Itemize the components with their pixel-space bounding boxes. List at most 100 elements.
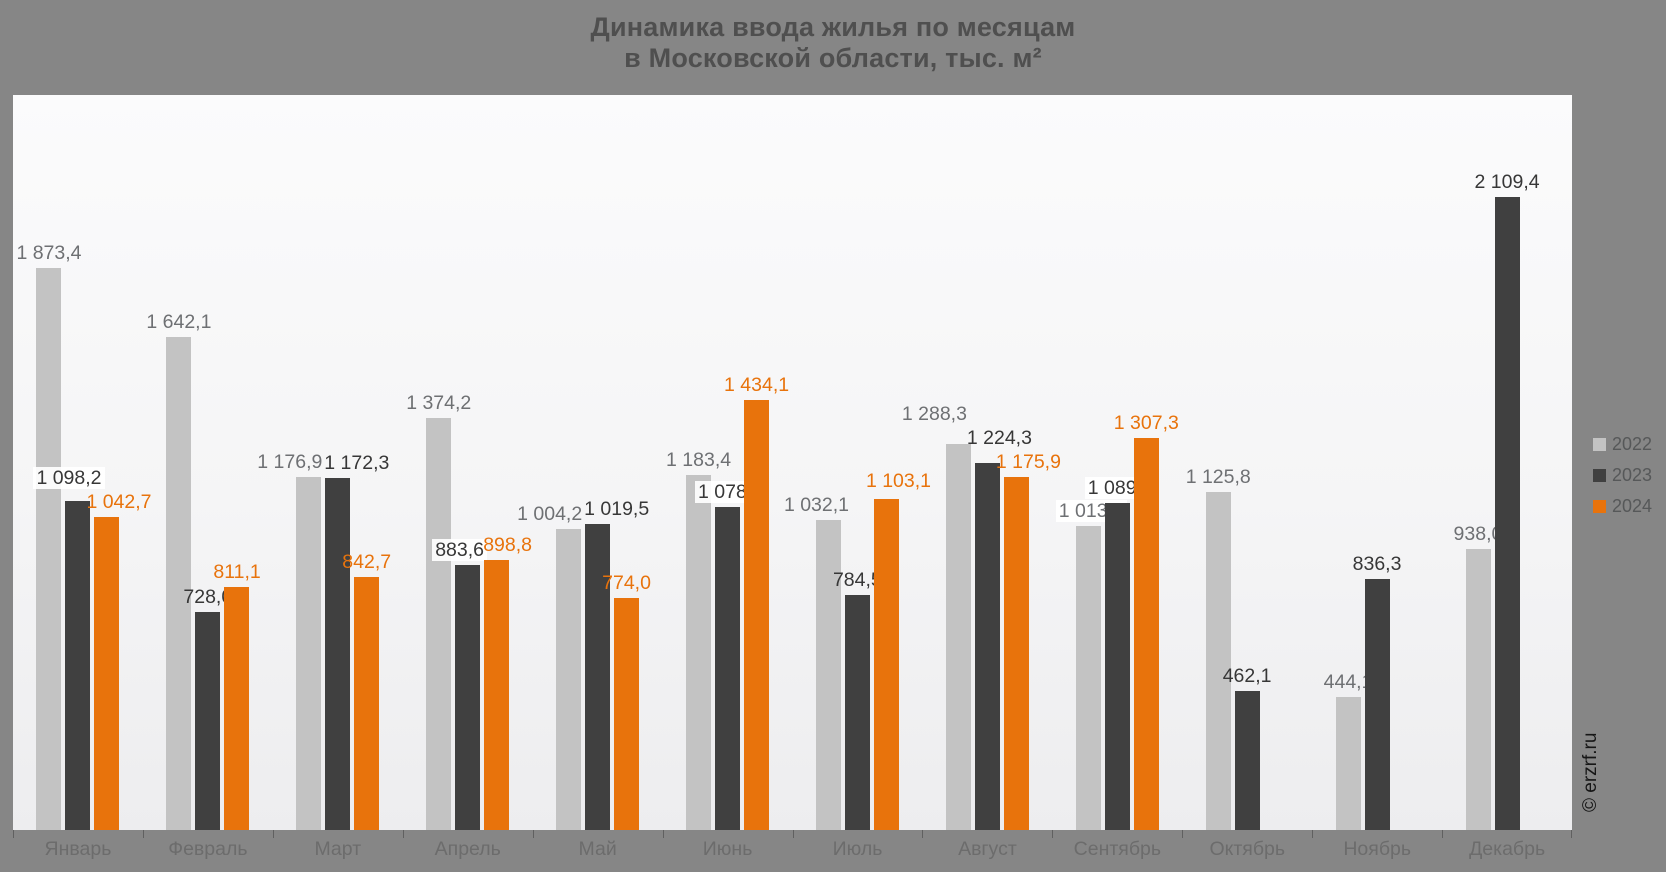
value-label-2022-m2: 1 642,1 bbox=[146, 311, 212, 334]
value-label-2024-m5: 774,0 bbox=[602, 571, 651, 594]
bar-2024-m1[interactable] bbox=[94, 517, 120, 830]
value-label-2023-m2: 728,0 bbox=[183, 585, 233, 608]
value-label-2023-m4: 883,6 bbox=[432, 538, 488, 561]
value-label-2022-m5: 1 004,2 bbox=[517, 502, 583, 525]
bar-2022-m9[interactable] bbox=[1075, 525, 1101, 830]
source-watermark: © erzrf.ru bbox=[1580, 732, 1601, 812]
legend-label-2022: 2022 bbox=[1612, 434, 1653, 454]
bar-2023-m4[interactable] bbox=[455, 564, 481, 830]
bar-2024-m7[interactable] bbox=[873, 499, 899, 830]
bar-2023-m5[interactable] bbox=[585, 524, 611, 830]
value-label-2024-m7: 1 103,1 bbox=[865, 470, 932, 493]
bar-2022-m7[interactable] bbox=[815, 520, 841, 830]
value-label-2023-m8: 1 224,3 bbox=[966, 427, 1032, 450]
value-label-2022-m7: 1 032,1 bbox=[783, 494, 850, 517]
bar-2023-m7[interactable] bbox=[844, 594, 870, 830]
value-label-2024-m8: 1 175,9 bbox=[995, 451, 1061, 474]
x-axis-tick bbox=[13, 830, 14, 838]
x-axis-tick bbox=[1052, 830, 1054, 838]
value-label-2022-m8: 1 288,3 bbox=[901, 403, 967, 426]
x-axis-tick bbox=[792, 830, 794, 838]
bar-2023-m10[interactable] bbox=[1234, 691, 1260, 830]
bar-2022-m12[interactable] bbox=[1465, 548, 1491, 830]
value-label-2023-m12: 2 109,4 bbox=[1474, 171, 1540, 194]
bar-2022-m8[interactable] bbox=[945, 443, 971, 830]
x-axis-labels: Январь Февраль Март Апрель Май Июнь Июль Август… bbox=[13, 838, 1572, 864]
legend-swatch-2024 bbox=[1593, 500, 1606, 513]
x-axis-label-май: Май bbox=[578, 838, 617, 860]
bar-2024-m5[interactable] bbox=[614, 597, 640, 830]
x-axis-label-ноябрь: Ноябрь bbox=[1343, 838, 1412, 860]
value-label-2022-m6: 1 183,4 bbox=[666, 448, 732, 471]
x-axis-label-июль: Июль bbox=[832, 838, 883, 860]
value-label-2022-m1: 1 873,4 bbox=[16, 241, 82, 264]
bar-2024-m4[interactable] bbox=[484, 560, 510, 830]
bar-2023-m9[interactable] bbox=[1104, 503, 1130, 830]
x-axis-tick bbox=[142, 830, 144, 838]
bar-2022-m10[interactable] bbox=[1205, 492, 1231, 830]
bar-2024-m6[interactable] bbox=[744, 399, 770, 830]
bar-2023-m11[interactable] bbox=[1364, 579, 1390, 830]
x-axis-tick bbox=[1312, 830, 1314, 838]
bar-2023-m1[interactable] bbox=[65, 500, 91, 830]
x-axis-label-январь: Январь bbox=[44, 838, 112, 860]
bar-2024-m3[interactable] bbox=[354, 577, 380, 830]
value-label-2024-m2: 811,1 bbox=[213, 560, 261, 583]
value-label-2024-m1: 1 042,7 bbox=[86, 491, 152, 514]
x-axis-label-август: Август bbox=[958, 838, 1017, 860]
bar-2022-m6[interactable] bbox=[686, 474, 712, 830]
bar-2023-m3[interactable] bbox=[325, 478, 351, 830]
x-axis-tick bbox=[1442, 830, 1444, 838]
bar-2022-m2[interactable] bbox=[166, 337, 192, 830]
value-label-2022-m10: 1 125,8 bbox=[1185, 466, 1251, 489]
bar-2022-m1[interactable] bbox=[36, 267, 62, 830]
x-axis-label-апрель: Апрель bbox=[434, 838, 501, 860]
x-axis-label-февраль: Февраль bbox=[168, 838, 248, 860]
bar-2023-m6[interactable] bbox=[715, 506, 741, 830]
x-axis-tick bbox=[532, 830, 534, 838]
bar-2022-m11[interactable] bbox=[1335, 696, 1361, 830]
bar-2024-m9[interactable] bbox=[1133, 437, 1159, 830]
value-label-2023-m11: 836,3 bbox=[1352, 553, 1402, 576]
legend-swatch-2023 bbox=[1593, 469, 1606, 482]
value-label-2023-m5: 1 019,5 bbox=[584, 498, 650, 521]
legend-label-2024: 2024 bbox=[1612, 496, 1653, 516]
plot-area: 1 873,4 1 642,1 1 176,9 1 374,2 1 004,2 1 183… bbox=[13, 95, 1572, 830]
bar-2022-m5[interactable] bbox=[556, 528, 582, 830]
value-label-2024-m9: 1 307,3 bbox=[1113, 411, 1179, 434]
x-axis-tick bbox=[402, 830, 404, 838]
x-axis-tick bbox=[1571, 830, 1572, 838]
x-axis-tick bbox=[272, 830, 274, 838]
x-axis-tick bbox=[662, 830, 664, 838]
value-label-2023-m7: 784,5 bbox=[832, 568, 882, 591]
bar-2024-m2[interactable] bbox=[224, 586, 250, 830]
legend-item-2022[interactable]: 2022 bbox=[1593, 434, 1652, 455]
value-label-2024-m4: 898,8 bbox=[483, 534, 533, 557]
value-label-2024-m6: 1 434,1 bbox=[724, 373, 790, 396]
chart-title: Динамика ввода жилья по месяцам в Москов… bbox=[0, 12, 1666, 74]
bar-2022-m4[interactable] bbox=[426, 417, 452, 830]
value-label-2022-m12: 938,0 bbox=[1453, 522, 1503, 545]
chart-title-line1: Динамика ввода жилья по месяцам bbox=[590, 12, 1076, 42]
legend-swatch-2022 bbox=[1593, 438, 1606, 451]
value-label-2023-m10: 462,1 bbox=[1222, 665, 1272, 688]
value-label-2022-m11: 444,1 bbox=[1323, 670, 1373, 693]
bar-2023-m12[interactable] bbox=[1494, 197, 1520, 830]
legend-item-2023[interactable]: 2023 bbox=[1593, 465, 1652, 486]
x-axis-label-октябрь: Октябрь bbox=[1209, 838, 1286, 860]
x-axis-tick bbox=[922, 830, 924, 838]
legend: 2022 2023 2024 bbox=[1593, 434, 1652, 527]
legend-item-2024[interactable]: 2024 bbox=[1593, 496, 1652, 517]
x-axis-tick bbox=[1182, 830, 1184, 838]
bar-2022-m3[interactable] bbox=[296, 476, 322, 830]
chart-title-line2: в Московской области, тыс. м² bbox=[624, 43, 1042, 73]
bar-2024-m8[interactable] bbox=[1003, 477, 1029, 830]
bar-2023-m8[interactable] bbox=[974, 462, 1000, 830]
value-label-2024-m3: 842,7 bbox=[342, 551, 392, 574]
bar-2023-m2[interactable] bbox=[195, 611, 221, 830]
legend-label-2023: 2023 bbox=[1612, 465, 1653, 485]
x-axis-label-март: Март bbox=[314, 838, 362, 860]
value-label-2022-m3: 1 176,9 bbox=[257, 450, 323, 473]
x-axis-label-декабрь: Декабрь bbox=[1469, 838, 1546, 860]
